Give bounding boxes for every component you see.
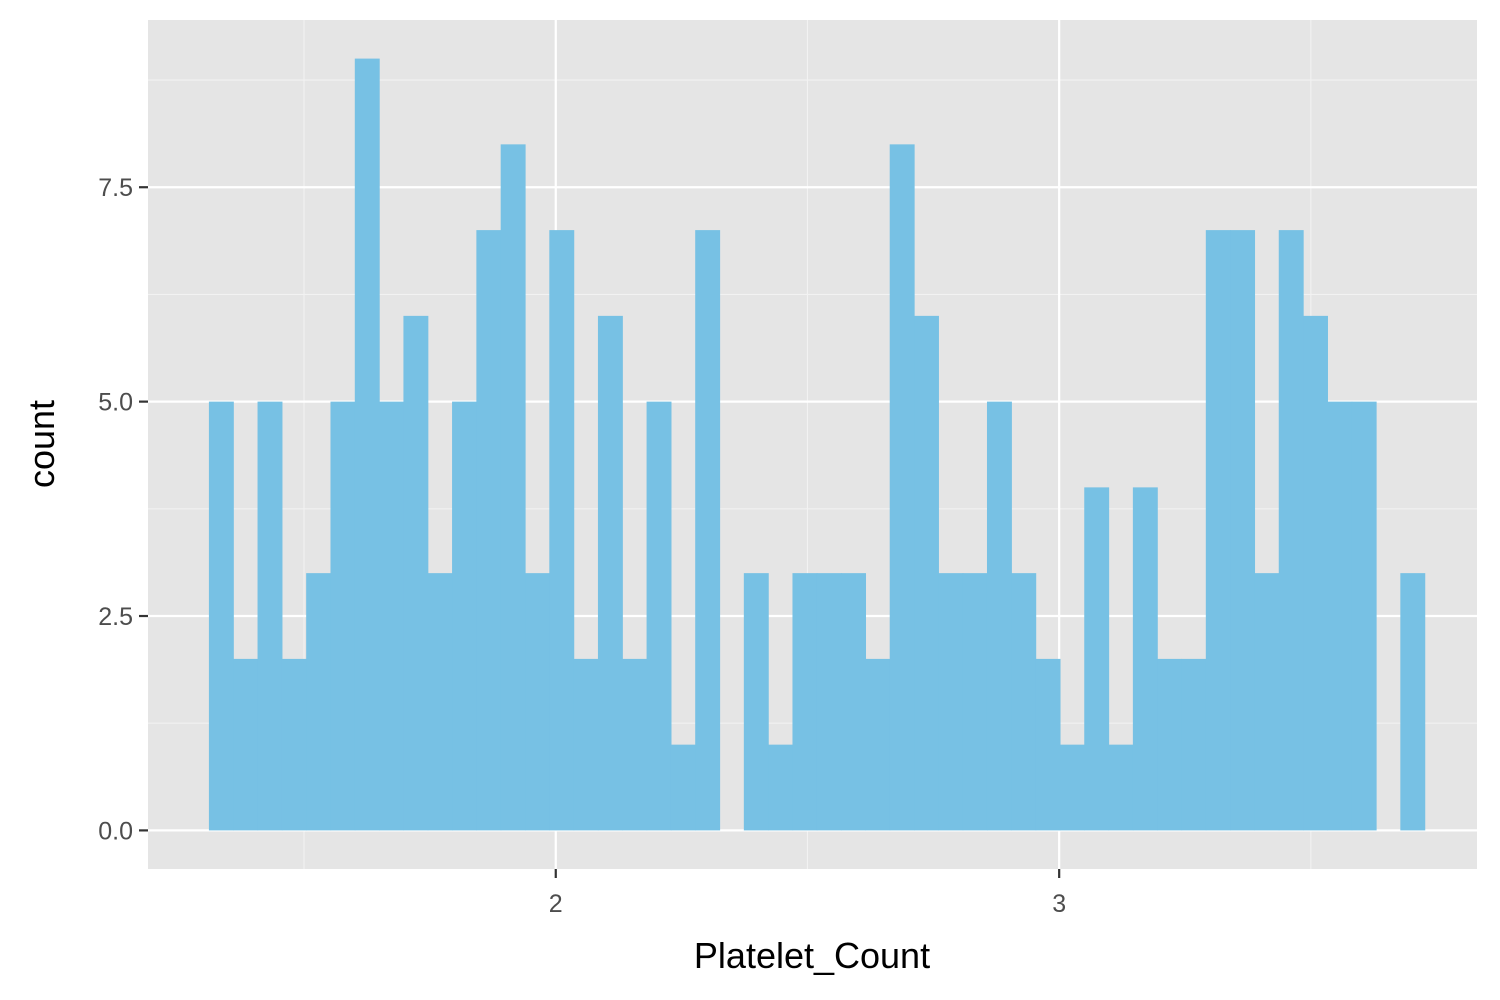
histogram-bar xyxy=(1278,230,1304,831)
histogram-bar xyxy=(354,58,380,831)
histogram-bar xyxy=(208,401,234,831)
histogram-bar xyxy=(986,401,1012,831)
histogram-bar xyxy=(330,401,356,831)
histogram-bar xyxy=(743,573,769,831)
histogram-bar xyxy=(841,573,867,831)
histogram-bar xyxy=(792,573,818,831)
histogram-bar xyxy=(1084,487,1110,831)
histogram-bar xyxy=(622,658,648,831)
histogram-bar xyxy=(768,744,794,831)
histogram-bar xyxy=(914,315,939,831)
histogram-bar xyxy=(1205,230,1231,831)
histogram-bar xyxy=(379,401,405,831)
histogram-bar xyxy=(1400,573,1426,831)
histogram-bar xyxy=(1157,658,1183,831)
histogram-bar xyxy=(1254,573,1280,831)
histogram-bar xyxy=(452,401,477,831)
histogram-bars xyxy=(208,58,1426,831)
histogram-bar xyxy=(306,573,332,831)
y-tick-label: 5.0 xyxy=(98,389,133,417)
histogram-bar xyxy=(403,315,429,831)
x-tick-label: 3 xyxy=(1052,890,1066,918)
histogram-bar xyxy=(233,658,259,831)
histogram-bar xyxy=(695,230,721,831)
histogram-bar xyxy=(1132,487,1158,831)
histogram-bar xyxy=(962,573,988,831)
histogram-bar xyxy=(1327,401,1353,831)
histogram-bar xyxy=(597,315,623,831)
histogram-bar xyxy=(427,573,453,831)
histogram-bar xyxy=(1108,744,1134,831)
histogram-bar xyxy=(646,401,672,831)
y-tick-label: 0.0 xyxy=(98,817,133,845)
x-tick-label: 2 xyxy=(549,890,563,918)
histogram-bar xyxy=(1181,658,1207,831)
histogram-bar xyxy=(1011,573,1037,831)
histogram-bar xyxy=(281,658,307,831)
histogram-bar xyxy=(500,144,526,831)
histogram-bar xyxy=(816,573,842,831)
histogram-bar xyxy=(1303,315,1328,831)
histogram-bar xyxy=(573,658,599,831)
y-axis-title: count xyxy=(21,400,62,488)
histogram-bar xyxy=(865,658,891,831)
y-tick-label: 2.5 xyxy=(98,603,133,631)
histogram-bar xyxy=(525,573,550,831)
y-tick-label: 7.5 xyxy=(98,174,133,202)
y-axis: 0.0 2.5 5.0 7.5 xyxy=(98,174,148,845)
histogram-bar xyxy=(257,401,283,831)
histogram-bar xyxy=(1035,658,1061,831)
histogram-bar xyxy=(670,744,696,831)
histogram-bar xyxy=(1351,401,1377,831)
histogram-bar xyxy=(1230,230,1256,831)
x-axis-title: Platelet_Count xyxy=(694,935,930,976)
histogram-bar xyxy=(938,573,964,831)
histogram-bar xyxy=(549,230,575,831)
histogram-bar xyxy=(889,144,915,831)
histogram-bar xyxy=(476,230,502,831)
histogram-bar xyxy=(1059,744,1085,831)
